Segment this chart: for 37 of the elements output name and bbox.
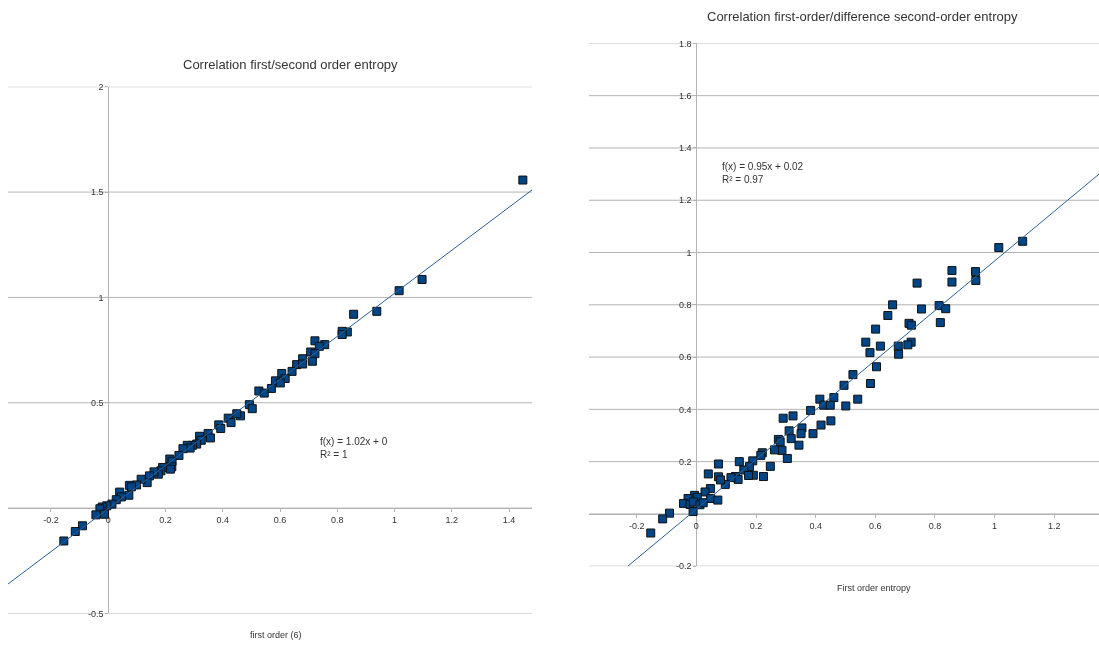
y-tick-label: 1.2	[679, 195, 692, 206]
x-tick-label: -0.2	[628, 520, 645, 531]
x-tick-label: 1.4	[502, 514, 516, 525]
chart-title: Correlation first/second order entropy	[183, 57, 399, 72]
x-tick-label: 1.2	[1048, 520, 1061, 531]
x-axis-title: First order entropy	[837, 583, 912, 593]
x-tick-label: 0.2	[749, 520, 763, 531]
y-tick-label: 0.4	[679, 404, 692, 415]
y-tick-label: 2	[98, 81, 104, 92]
x-tick-label: 1.2	[445, 514, 459, 525]
y-tick-label: 1	[98, 292, 104, 303]
x-tick-label: 0.2	[159, 514, 172, 525]
y-tick-label: -0.2	[676, 561, 692, 572]
x-tick-label: 0.6	[869, 520, 882, 531]
x-tick-label: 0	[693, 520, 699, 531]
x-axis-title: first order (6)	[250, 630, 302, 640]
y-tick-label: 1.4	[679, 143, 692, 154]
y-tick-label: 1.6	[679, 90, 692, 101]
y-tick-label: 1.5	[90, 187, 104, 198]
x-tick-label: 0.8	[928, 520, 942, 531]
x-tick-label: 0.4	[809, 520, 822, 531]
x-tick-label: 1	[392, 514, 398, 525]
x-tick-label: 0.6	[273, 514, 287, 525]
y-tick-label: 1	[686, 247, 692, 258]
x-tick-label: 0.4	[216, 514, 230, 525]
y-tick-label: 0.8	[679, 299, 692, 310]
y-tick-label: 0.6	[679, 352, 692, 363]
y-tick-label: 0.5	[90, 397, 104, 408]
chart-title: Correlation first-order/difference second-order entropy	[707, 9, 1018, 24]
x-tick-label: 1	[992, 520, 998, 531]
y-tick-label: -0.5	[87, 608, 104, 619]
x-tick-label: 0.8	[331, 514, 344, 525]
x-tick-label: -0.2	[43, 514, 59, 525]
annotation: f(x) = 0.95x + 0.02 R² = 0.97	[722, 161, 804, 185]
annotation: f(x) = 1.02x + 0 R² = 1	[320, 436, 388, 460]
y-tick-label: 1.8	[679, 38, 692, 49]
y-tick-label: 0.2	[679, 456, 692, 467]
